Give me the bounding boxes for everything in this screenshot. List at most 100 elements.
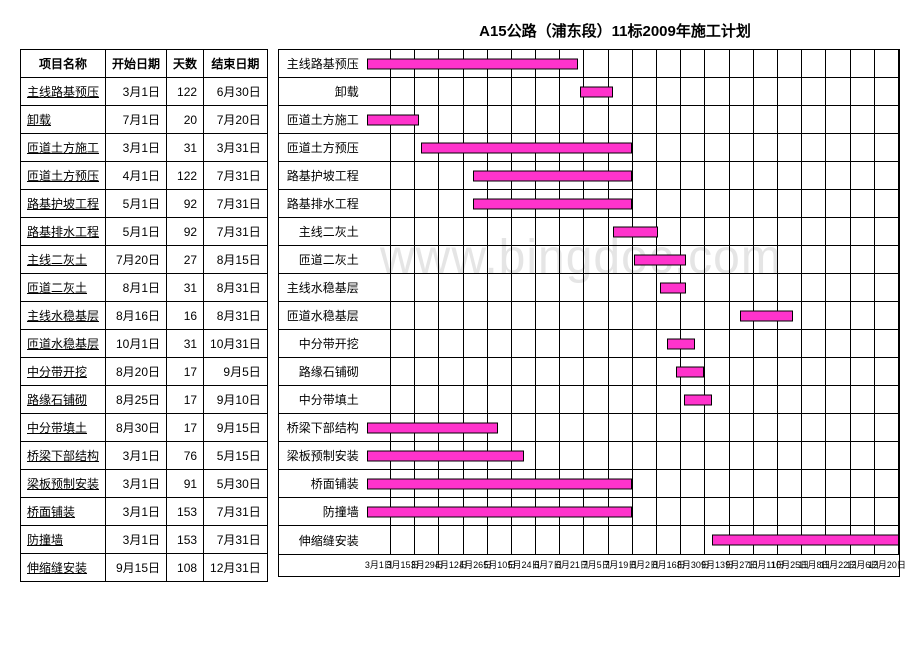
- gantt-bar-track: [367, 442, 899, 469]
- table-row: 主线二灰土7月20日278月15日: [21, 246, 268, 274]
- x-tick: 12月20日: [868, 558, 906, 571]
- gantt-bar: [367, 114, 419, 125]
- gantt-bar-track: [367, 386, 899, 413]
- cell-days: 27: [167, 246, 204, 274]
- gantt-bar: [421, 142, 632, 153]
- cell-start: 3月1日: [106, 470, 167, 498]
- cell-end: 6月30日: [204, 78, 268, 106]
- gantt-bar: [740, 310, 792, 321]
- table-row: 匝道二灰土8月1日318月31日: [21, 274, 268, 302]
- gantt-row: 匝道水稳基层: [279, 302, 899, 330]
- task-table: 项目名称 开始日期 天数 结束日期 主线路基预压3月1日1226月30日卸载7月…: [20, 49, 268, 582]
- cell-name: 防撞墙: [21, 526, 106, 554]
- gantt-bar: [660, 282, 686, 293]
- gantt-row: 主线二灰土: [279, 218, 899, 246]
- cell-end: 5月30日: [204, 470, 268, 498]
- cell-name: 桥梁下部结构: [21, 442, 106, 470]
- gantt-chart: 主线路基预压卸载匝道土方施工匝道土方预压路基护坡工程路基排水工程主线二灰土匝道二…: [278, 49, 900, 582]
- cell-start: 7月1日: [106, 106, 167, 134]
- cell-end: 9月5日: [204, 358, 268, 386]
- gantt-bar: [367, 422, 498, 433]
- gantt-row: 桥面铺装: [279, 470, 899, 498]
- gantt-bar: [613, 226, 658, 237]
- table-row: 匝道水稳基层10月1日3110月31日: [21, 330, 268, 358]
- gantt-bar: [667, 338, 695, 349]
- gantt-bar-track: [367, 526, 899, 554]
- table-row: 卸载7月1日207月20日: [21, 106, 268, 134]
- gantt-row-label: 匝道土方施工: [279, 111, 367, 128]
- gantt-row: 防撞墙: [279, 498, 899, 526]
- main-container: 项目名称 开始日期 天数 结束日期 主线路基预压3月1日1226月30日卸载7月…: [20, 49, 900, 582]
- cell-name: 桥面铺装: [21, 498, 106, 526]
- gantt-bar-track: [367, 414, 899, 441]
- gantt-row: 主线水稳基层: [279, 274, 899, 302]
- gantt-row-label: 主线二灰土: [279, 223, 367, 240]
- gantt-row-label: 路缘石铺砌: [279, 363, 367, 380]
- cell-end: 5月15日: [204, 442, 268, 470]
- cell-days: 91: [167, 470, 204, 498]
- cell-name: 伸缩缝安装: [21, 554, 106, 582]
- cell-days: 122: [167, 78, 204, 106]
- cell-start: 3月1日: [106, 78, 167, 106]
- gantt-row: 路基护坡工程: [279, 162, 899, 190]
- cell-days: 92: [167, 218, 204, 246]
- cell-start: 3月1日: [106, 526, 167, 554]
- cell-days: 76: [167, 442, 204, 470]
- gantt-row-label: 匝道水稳基层: [279, 307, 367, 324]
- gantt-bar: [473, 170, 632, 181]
- cell-days: 153: [167, 526, 204, 554]
- gantt-bar: [367, 478, 632, 489]
- table-row: 伸缩缝安装9月15日10812月31日: [21, 554, 268, 582]
- table-row: 匝道土方施工3月1日313月31日: [21, 134, 268, 162]
- cell-start: 8月16日: [106, 302, 167, 330]
- gantt-row: 匝道二灰土: [279, 246, 899, 274]
- gantt-bar-track: [367, 246, 899, 273]
- cell-end: 7月31日: [204, 190, 268, 218]
- cell-name: 匝道土方施工: [21, 134, 106, 162]
- gantt-bar-track: [367, 274, 899, 301]
- gantt-bar: [367, 58, 578, 69]
- cell-name: 路基护坡工程: [21, 190, 106, 218]
- cell-end: 7月31日: [204, 526, 268, 554]
- gantt-row: 伸缩缝安装: [279, 526, 899, 554]
- gantt-bar: [580, 86, 613, 97]
- gantt-bar: [367, 450, 524, 461]
- cell-days: 153: [167, 498, 204, 526]
- gantt-row-label: 主线路基预压: [279, 55, 367, 72]
- gantt-bar: [473, 198, 632, 209]
- col-end: 结束日期: [204, 50, 268, 78]
- cell-days: 31: [167, 134, 204, 162]
- table-row: 路缘石铺砌8月25日179月10日: [21, 386, 268, 414]
- cell-end: 8月31日: [204, 274, 268, 302]
- cell-name: 匝道水稳基层: [21, 330, 106, 358]
- table-row: 路基护坡工程5月1日927月31日: [21, 190, 268, 218]
- cell-end: 8月15日: [204, 246, 268, 274]
- cell-start: 3月1日: [106, 442, 167, 470]
- gantt-row-label: 桥面铺装: [279, 475, 367, 492]
- cell-name: 中分带填土: [21, 414, 106, 442]
- cell-start: 5月1日: [106, 190, 167, 218]
- gantt-bar-track: [367, 106, 899, 133]
- table-row: 桥梁下部结构3月1日765月15日: [21, 442, 268, 470]
- cell-days: 16: [167, 302, 204, 330]
- gantt-bar: [676, 366, 704, 377]
- gantt-row-label: 梁板预制安装: [279, 447, 367, 464]
- cell-end: 7月31日: [204, 162, 268, 190]
- cell-name: 中分带开挖: [21, 358, 106, 386]
- table-row: 中分带填土8月30日179月15日: [21, 414, 268, 442]
- gantt-row-label: 匝道土方预压: [279, 139, 367, 156]
- gantt-row-label: 中分带开挖: [279, 335, 367, 352]
- gantt-row: 路基排水工程: [279, 190, 899, 218]
- gantt-bar-track: [367, 358, 899, 385]
- cell-days: 17: [167, 358, 204, 386]
- gantt-bar: [684, 394, 712, 405]
- cell-start: 10月1日: [106, 330, 167, 358]
- gantt-bar-track: [367, 330, 899, 357]
- col-name: 项目名称: [21, 50, 106, 78]
- cell-name: 路缘石铺砌: [21, 386, 106, 414]
- cell-name: 匝道二灰土: [21, 274, 106, 302]
- gantt-bar: [712, 535, 899, 546]
- table-row: 防撞墙3月1日1537月31日: [21, 526, 268, 554]
- cell-name: 梁板预制安装: [21, 470, 106, 498]
- cell-end: 3月31日: [204, 134, 268, 162]
